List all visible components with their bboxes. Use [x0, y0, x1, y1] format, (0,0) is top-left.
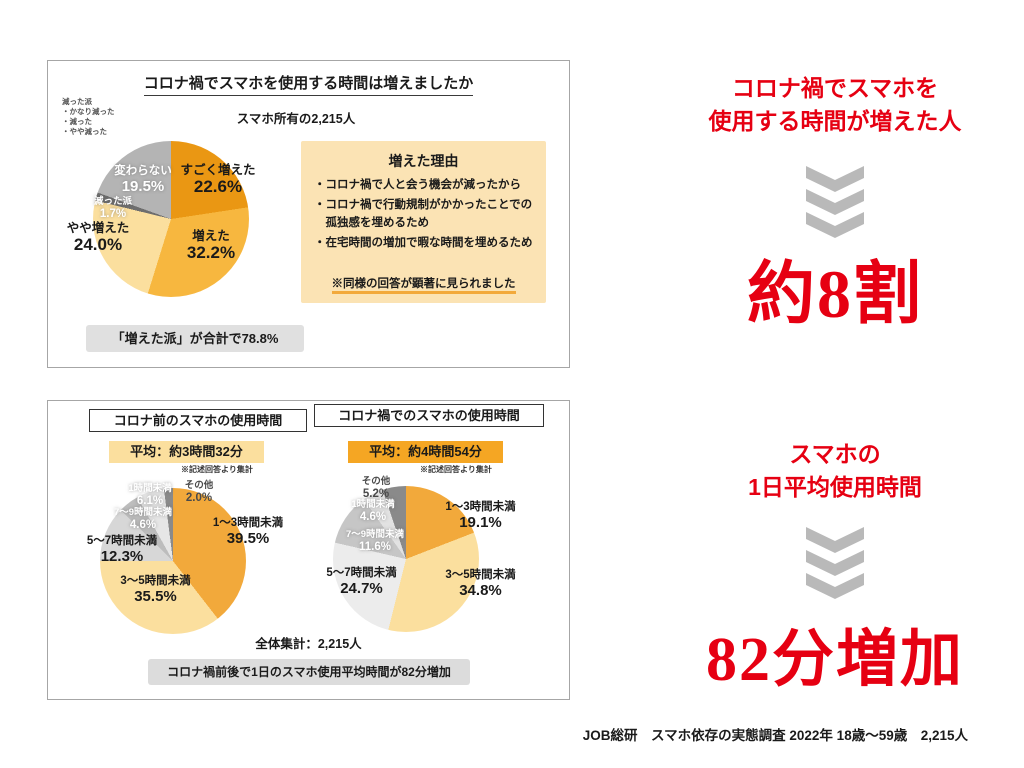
big-stat-82-minutes: 82分増加: [705, 626, 964, 694]
big-stat-80-percent: 約8割: [746, 256, 923, 332]
legend-item: ・やや減った: [62, 127, 107, 137]
reason-item: ・コロナ禍で人と会う機会が減ったから: [314, 179, 521, 191]
average-badge-during: 平均：約4時間54分: [348, 441, 503, 463]
reasons-note: ※同様の回答が顕著に見られました: [301, 275, 546, 294]
reason-item: ・コロナ禍で行動規制がかかったことでの 孤独感を埋めるため: [314, 199, 533, 229]
headline-average-time: スマホの 1日平均使用時間: [650, 438, 1020, 505]
pie-label-during-under-1h: 1時間未満 4.6%: [351, 499, 395, 523]
headline-increase: コロナ禍でスマホを 使用する時間が増えた人: [650, 72, 1020, 139]
reasons-list: ・コロナ禍で人と会う機会が減ったから ・コロナ禍で行動規制がかかったことでの 孤…: [314, 177, 538, 255]
panel-increase-question: コロナ禍でスマホを使用する時間は増えましたか スマホ所有の2,215人 減った派…: [47, 60, 570, 368]
chart-title-during: コロナ禍でのスマホの使用時間: [314, 404, 544, 427]
pie-segment-label-yaya-fueta: やや増えた 24.0%: [66, 221, 130, 255]
reason-item: ・在宅時間の増加で暇な時間を埋めるため: [314, 236, 533, 249]
reasons-title: 増えた理由: [388, 153, 459, 169]
pie-label-before-1-3h: 1〜3時間未満 39.5%: [212, 517, 284, 548]
pie-label-before-5-7h: 5〜7時間未満 12.3%: [86, 535, 158, 566]
panel1-subtitle: スマホ所有の2,215人: [236, 112, 356, 126]
headline-line: 1日平均使用時間: [748, 474, 922, 501]
decrease-breakdown-legend: 減った派 ・かなり減った ・減った ・やや減った: [62, 97, 115, 138]
legend-item: ・かなり減った: [62, 107, 115, 117]
headline-line: コロナ禍でスマホを: [731, 75, 939, 101]
pie-label-before-3-5h: 3〜5時間未満 35.5%: [120, 575, 191, 606]
pie-label-before-under-1h: 1時間未満 6.1%: [128, 483, 172, 507]
pie-segment-label-kawaranai: 変わらない 19.5%: [114, 165, 172, 196]
average-note-before: ※記述回答より集計: [181, 465, 253, 474]
headline-line: スマホの: [789, 441, 881, 467]
headline-line: 使用する時間が増えた人: [708, 108, 962, 135]
pie-label-during-7-9h: 7〜9時間未満 11.6%: [345, 529, 405, 553]
pie-label-during-3-5h: 3〜5時間未満 34.8%: [445, 569, 516, 600]
reasons-box: 増えた理由 ・コロナ禍で人と会う機会が減ったから ・コロナ禍で行動規制がかかった…: [301, 141, 546, 303]
pie-chart-increase: [93, 141, 249, 297]
pie-chart-before: [100, 488, 246, 634]
pie-label-during-1-3h: 1〜3時間未満 19.1%: [445, 501, 516, 532]
conclusion-box: コロナ禍前後で1日のスマホ使用平均時間が82分増加: [148, 659, 470, 685]
average-note-during: ※記述回答より集計: [420, 465, 492, 474]
panel-usage-time: コロナ前のスマホの使用時間 コロナ禍でのスマホの使用時間 平均：約3時間32分 …: [47, 400, 570, 700]
legend-item: ・減った: [62, 117, 92, 127]
footer-source: JOB総研 スマホ依存の実態調査 2022年 18歳〜59歳 2,215人: [582, 728, 968, 743]
pie-label-before-other: その他 2.0%: [184, 480, 214, 504]
total-count: 全体集計：2,215人: [255, 637, 362, 651]
pie-label-before-7-9h: 7〜9時間未満 4.6%: [113, 507, 173, 531]
chart-title-before: コロナ前のスマホの使用時間: [89, 409, 307, 432]
pie-segment-label-sugoku-fueta: すごく増えた 22.6%: [180, 163, 256, 197]
chevron-down-icon: [806, 166, 864, 238]
pie-chart-during: [333, 486, 479, 632]
pie-segment-label-fueta: 増えた 32.2%: [186, 229, 236, 263]
increase-total-summary: 「増えた派」が合計で78.8%: [86, 325, 304, 352]
pie-label-during-5-7h: 5〜7時間未満 24.7%: [326, 567, 397, 598]
pie-segment-label-hetta-ha: 減った派 1.7%: [93, 196, 132, 220]
average-badge-before: 平均：約3時間32分: [109, 441, 264, 463]
chevron-down-icon: [806, 527, 864, 599]
legend-heading: 減った派: [62, 97, 92, 106]
pie-label-during-other: その他 5.2%: [361, 476, 391, 500]
panel1-title: コロナ禍でスマホを使用する時間は増えましたか: [48, 72, 569, 96]
